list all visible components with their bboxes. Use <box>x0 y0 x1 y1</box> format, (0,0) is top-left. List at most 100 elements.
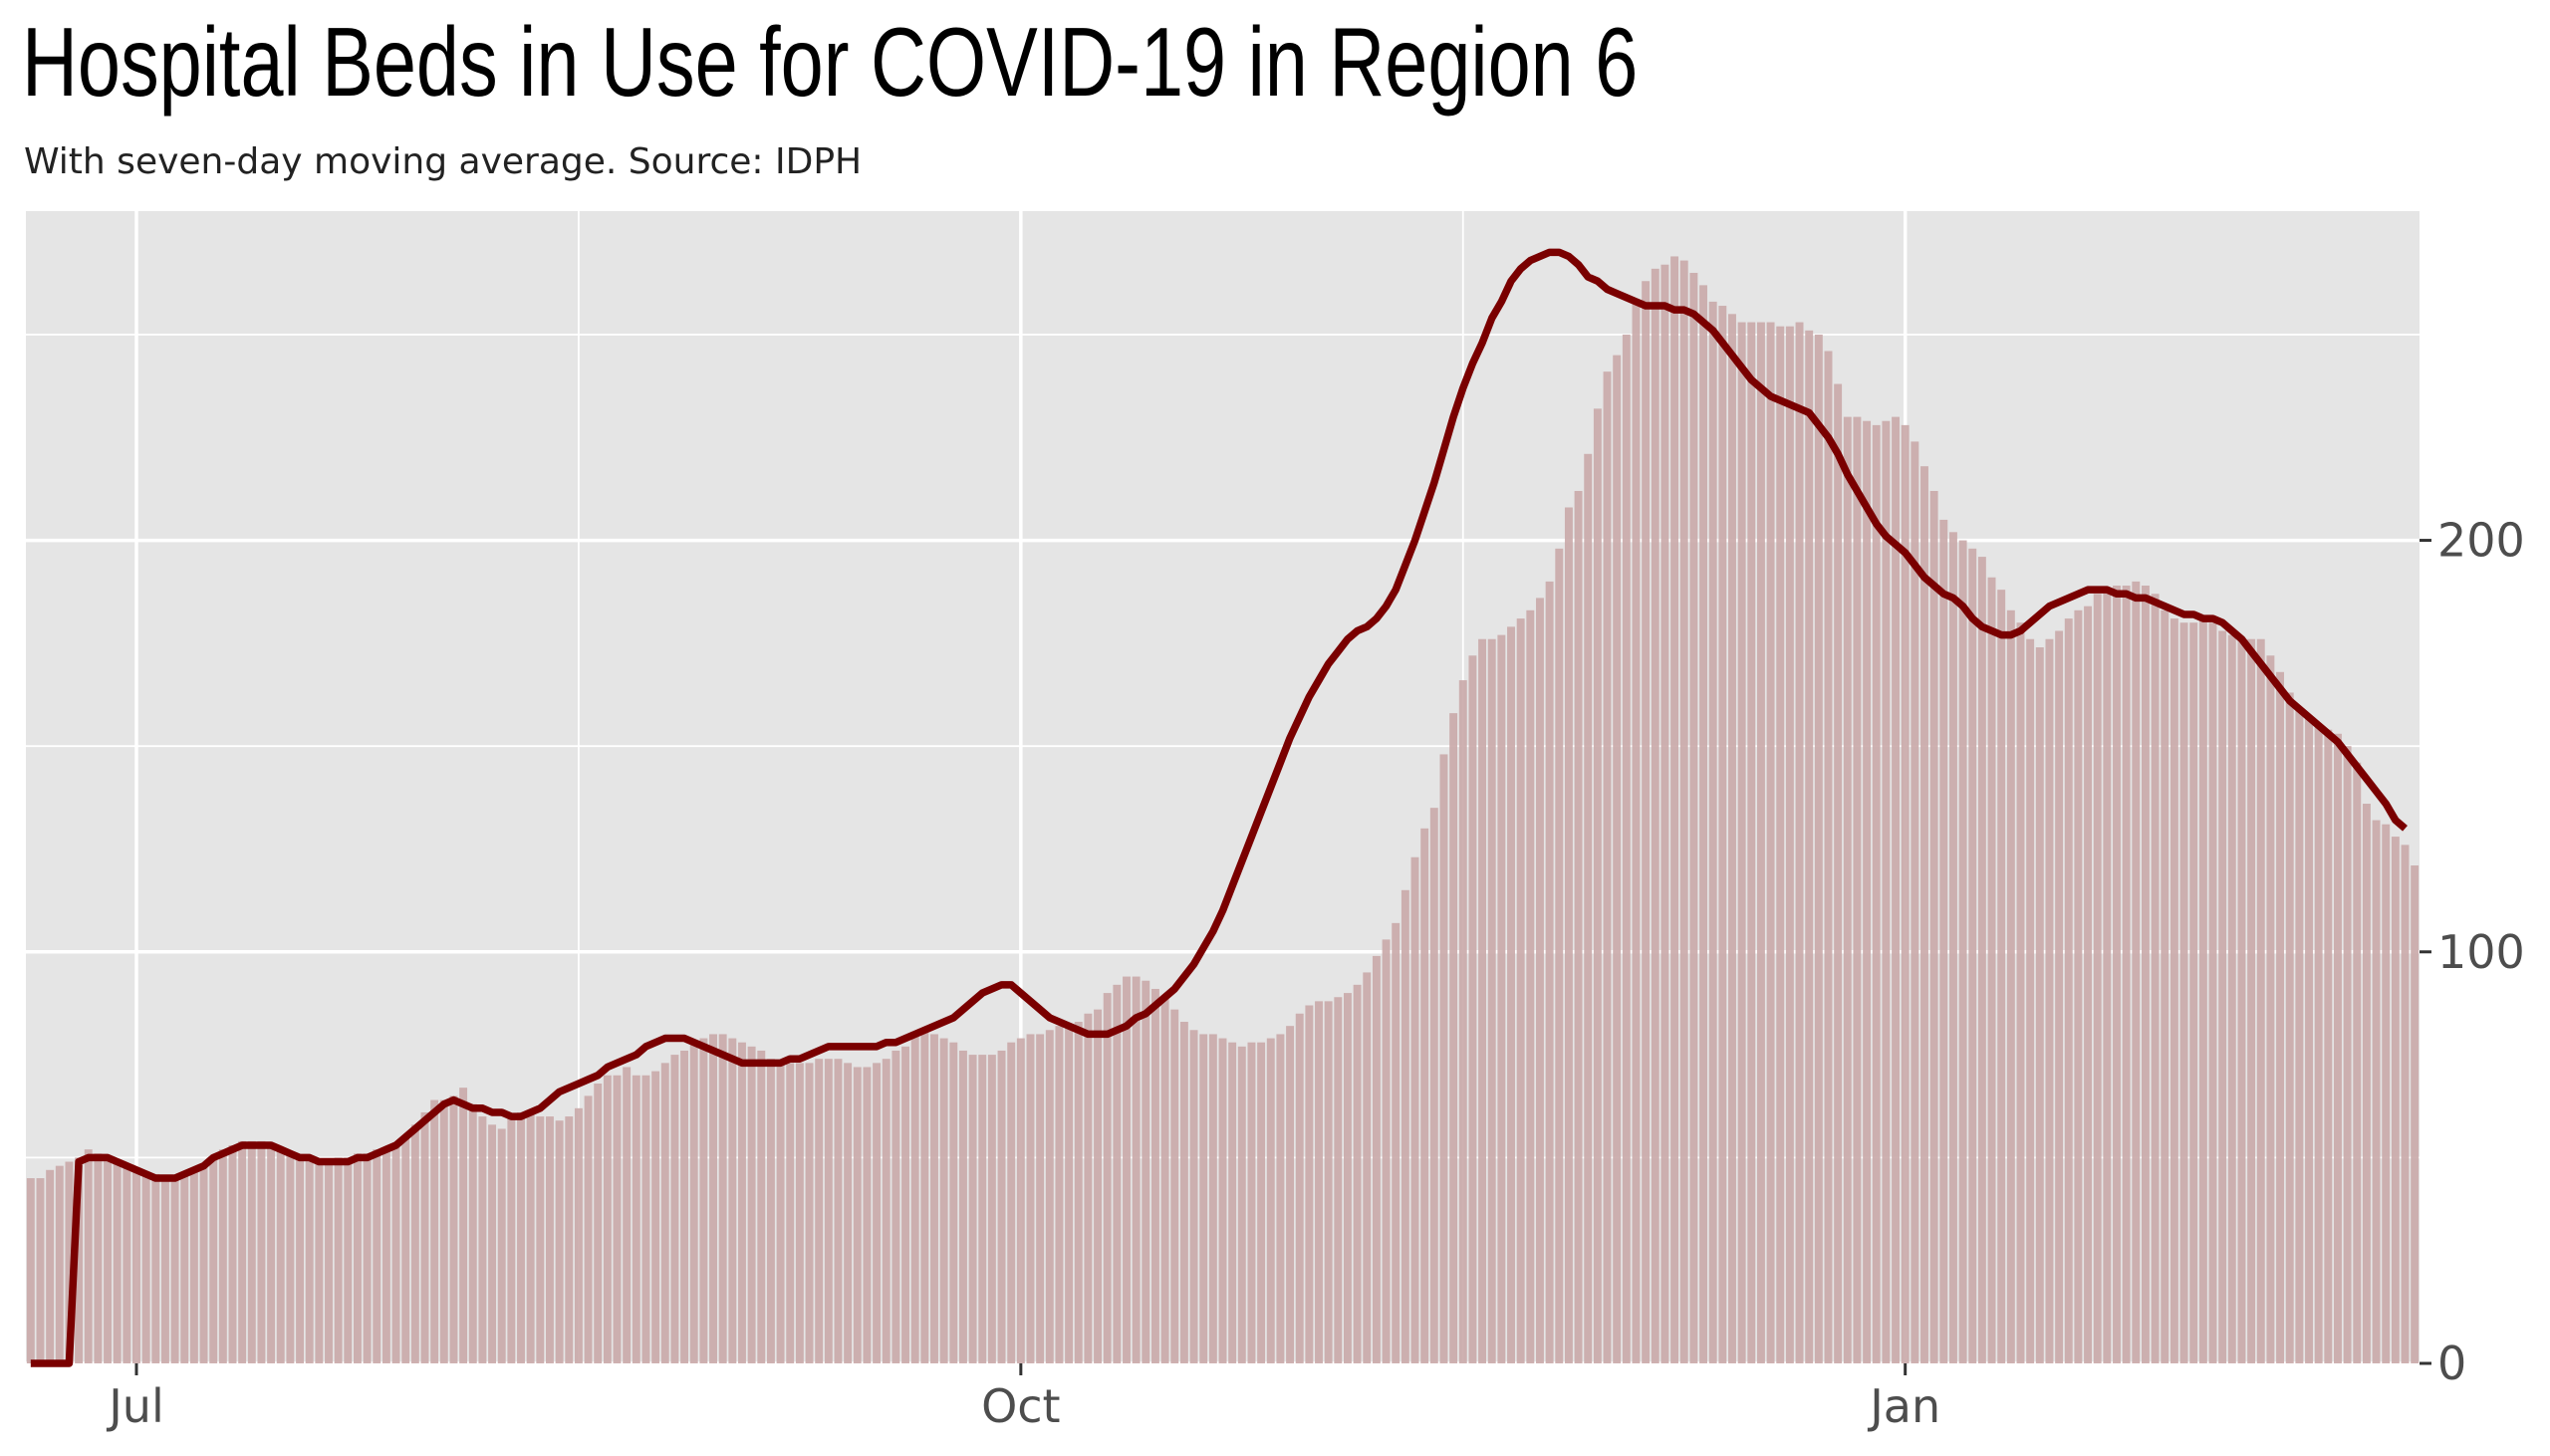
bar <box>882 1059 891 1363</box>
bar <box>36 1178 45 1363</box>
moving-average-series <box>30 248 2408 1367</box>
bar <box>55 1165 64 1363</box>
bar <box>1218 1038 1227 1363</box>
bar <box>1929 490 1938 1363</box>
bar <box>1257 1042 1266 1363</box>
bar <box>2208 622 2217 1363</box>
bar <box>478 1116 487 1363</box>
bar <box>132 1169 140 1363</box>
bar <box>805 1063 814 1363</box>
bar <box>1199 1034 1208 1363</box>
bar <box>1545 581 1554 1363</box>
bar <box>26 1178 35 1363</box>
bar <box>910 1034 919 1363</box>
bar <box>2035 647 2044 1363</box>
bar <box>689 1042 698 1363</box>
bar <box>1045 1030 1054 1363</box>
bar <box>373 1149 382 1363</box>
bar <box>2353 762 2362 1363</box>
bar <box>123 1165 131 1363</box>
bar <box>2103 590 2112 1363</box>
bar <box>276 1149 285 1363</box>
bar <box>863 1067 872 1363</box>
bar <box>170 1178 179 1363</box>
bar <box>978 1055 987 1363</box>
bar <box>497 1128 506 1363</box>
bar <box>228 1144 237 1363</box>
bar <box>141 1173 150 1363</box>
bar <box>1036 1034 1045 1363</box>
bar <box>1795 322 1804 1363</box>
bar <box>1478 638 1487 1363</box>
chart-title: Hospital Beds in Use for COVID-19 in Reg… <box>22 7 1639 117</box>
bar <box>2169 618 2178 1363</box>
bar <box>344 1157 353 1363</box>
bar <box>459 1088 468 1363</box>
bar <box>2285 692 2294 1363</box>
bar <box>1382 939 1391 1363</box>
bar <box>1948 532 1957 1363</box>
bar <box>594 1084 603 1363</box>
bar <box>718 1034 727 1363</box>
bar <box>1208 1034 1217 1363</box>
bar <box>382 1149 390 1363</box>
bar <box>199 1165 208 1363</box>
bar <box>2161 609 2169 1363</box>
bar <box>1094 1009 1102 1363</box>
bar <box>1410 856 1419 1363</box>
bar <box>2411 865 2420 1363</box>
bar <box>997 1050 1006 1363</box>
bar <box>1103 993 1112 1363</box>
bar <box>1997 590 2006 1363</box>
bar <box>439 1099 448 1363</box>
bar <box>2314 725 2323 1363</box>
bar <box>1065 1026 1074 1363</box>
bar <box>546 1116 554 1363</box>
bar <box>2151 594 2160 1363</box>
bar <box>1555 548 1564 1363</box>
bar <box>2064 618 2073 1363</box>
bar <box>1785 326 1794 1364</box>
bar <box>1353 984 1362 1363</box>
bar <box>334 1157 343 1363</box>
bar <box>2305 717 2313 1363</box>
bar <box>776 1063 785 1363</box>
bar <box>738 1042 746 1363</box>
y-tick-label: 100 <box>2437 925 2525 979</box>
bar <box>267 1144 276 1363</box>
bar <box>1449 713 1458 1363</box>
bar <box>987 1055 996 1363</box>
bar <box>2122 586 2131 1363</box>
bar <box>218 1149 227 1363</box>
bar <box>1179 1022 1188 1363</box>
bar <box>2093 594 2102 1363</box>
bar <box>2334 733 2342 1363</box>
bar <box>1420 828 1429 1363</box>
bar <box>824 1059 833 1363</box>
bar <box>1170 1009 1179 1363</box>
bar <box>151 1173 160 1363</box>
bar <box>1468 655 1477 1363</box>
bar <box>1123 976 1131 1363</box>
bar <box>1507 626 1515 1363</box>
bar <box>420 1111 429 1363</box>
bar <box>1737 322 1746 1363</box>
bar <box>1363 972 1372 1363</box>
bar <box>305 1157 314 1363</box>
bar <box>1564 507 1573 1363</box>
bar <box>2372 820 2381 1363</box>
bar <box>113 1161 122 1363</box>
bar <box>2055 630 2064 1363</box>
moving-average-line <box>30 248 2408 1367</box>
bar <box>238 1140 247 1363</box>
bar <box>613 1075 622 1363</box>
bar <box>1901 424 1910 1363</box>
bar <box>1497 634 1506 1363</box>
bar <box>353 1153 362 1363</box>
bar <box>1863 420 1872 1364</box>
bar <box>2382 824 2391 1363</box>
bar <box>1228 1042 1237 1363</box>
bar <box>2198 618 2207 1363</box>
bar <box>1055 1026 1064 1363</box>
bar <box>2266 655 2275 1363</box>
